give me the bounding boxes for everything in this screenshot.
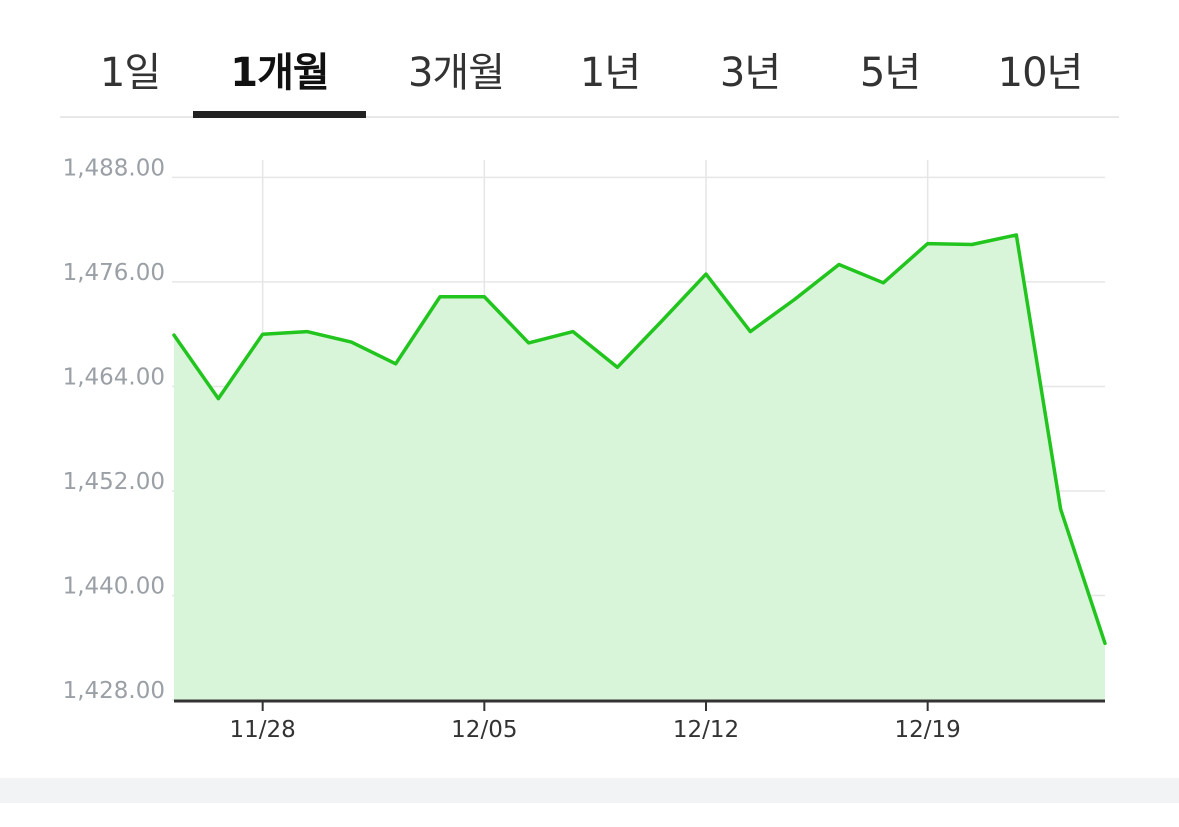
x-tick-label: 12/19 — [895, 717, 961, 743]
y-tick-label: 1,440.00 — [63, 573, 165, 599]
tab-3-years[interactable]: 3년 — [719, 50, 781, 96]
y-tick-label: 1,428.00 — [63, 678, 165, 704]
tab-1-month[interactable]: 1개월 — [230, 50, 329, 96]
tab-10-years[interactable]: 10년 — [997, 50, 1084, 96]
tab-1-day[interactable]: 1일 — [99, 50, 161, 96]
tab-3-months[interactable]: 3개월 — [407, 50, 505, 96]
footer-divider — [0, 778, 1179, 803]
period-tabs: 1일 1개월 3개월 1년 3년 5년 10년 — [60, 0, 1119, 118]
area-fill — [174, 234, 1105, 700]
tab-5-years[interactable]: 5년 — [859, 50, 921, 96]
y-tick-label: 1,452.00 — [63, 469, 165, 495]
y-tick-label: 1,464.00 — [63, 364, 165, 390]
y-tick-label: 1,488.00 — [63, 155, 165, 181]
x-tick-label: 11/28 — [230, 717, 296, 743]
tab-1-year[interactable]: 1년 — [579, 50, 641, 96]
price-chart: 1,428.00 1,440.00 1,452.00 1,464.00 1,476.00… — [0, 118, 1179, 778]
chart-svg: 1,428.00 1,440.00 1,452.00 1,464.00 1,476.00… — [63, 155, 1107, 743]
x-tick-label: 12/05 — [451, 717, 517, 743]
y-tick-label: 1,476.00 — [63, 260, 165, 286]
active-tab-indicator — [193, 111, 366, 118]
x-tick-label: 12/12 — [673, 717, 739, 743]
series-line — [172, 233, 1107, 646]
